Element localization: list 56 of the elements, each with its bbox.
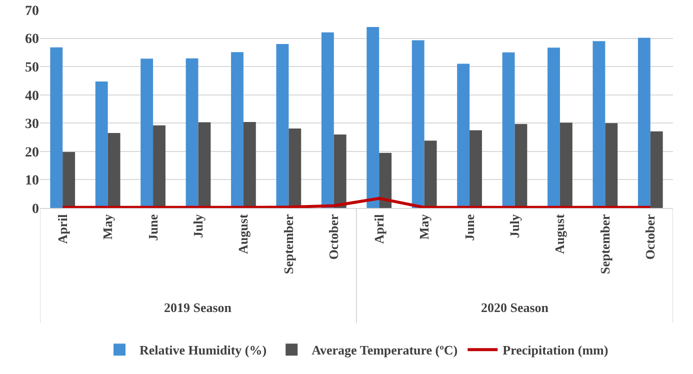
bar [186,58,198,208]
legend-label: Relative Humidity (%) [140,342,267,358]
bar [198,122,211,208]
bar [243,122,256,208]
bar [470,130,482,208]
y-tick-label: 20 [25,145,39,160]
y-tick-label: 0 [32,202,39,217]
bar [592,41,606,208]
bar [334,134,346,208]
text: 2020 Season [481,300,550,315]
bar [153,125,166,208]
x-tick-label: July [506,214,522,238]
y-tick-label: 50 [25,60,39,76]
bar [424,140,437,208]
y-tick-label: 60 [25,32,39,48]
line-series [61,196,652,208]
bar [638,38,650,208]
bar [560,122,572,208]
bar [276,44,289,208]
x-tick-label: September [597,214,612,274]
y-tick-label: 70 [25,4,39,19]
bar [605,123,618,208]
x-tick-label: August [236,214,251,254]
x-tick-label: August [552,214,568,254]
y-tick-label: 30 [25,117,39,132]
bar [366,26,380,208]
x-tick-label: May [100,214,116,240]
x-tick-label: September [280,214,296,274]
bar [108,133,120,208]
y-tick-label: 40 [25,88,39,104]
bar [457,64,470,208]
bar [514,124,528,208]
bar [62,152,76,208]
bar [548,48,560,208]
bar [412,40,424,208]
x-tick-label: July [190,214,206,238]
x-tick-label: April [371,214,386,244]
legend-label: Precipitation (mm) [502,342,608,358]
x-tick-label: June [462,214,477,241]
bar [50,47,63,208]
x-tick-label: May [416,214,432,240]
x-tick-label: April [54,214,70,244]
x-tick-label: June [145,214,160,241]
x-tick-label: October [642,214,658,260]
bar [288,128,302,208]
bar [231,52,244,208]
bar [95,82,108,208]
bar [140,58,154,208]
legend-label: Average Temperature (ºC) [312,342,458,358]
bar [321,32,334,208]
bar [502,52,515,208]
bar [650,131,663,208]
y-tick-label: 10 [25,174,39,189]
bar [379,152,392,208]
x-tick-label: October [326,214,342,260]
text: 2019 Season [164,300,232,315]
